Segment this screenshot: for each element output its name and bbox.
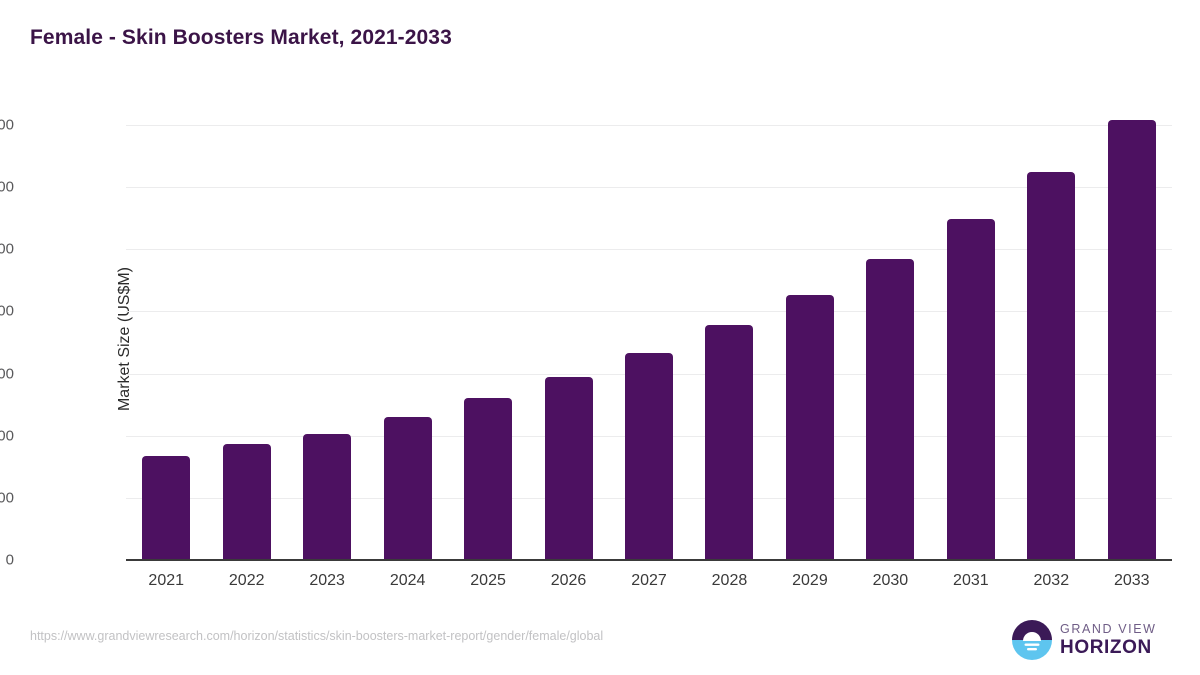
y-tick-label: 500 xyxy=(0,489,14,507)
bar[interactable] xyxy=(1107,120,1156,560)
bar[interactable] xyxy=(705,325,754,560)
bar[interactable] xyxy=(544,377,593,560)
x-tick-label: 2029 xyxy=(792,572,828,589)
logo-line-grand-view: GRAND VIEW xyxy=(1060,622,1157,636)
x-tick-label: 2024 xyxy=(389,572,426,589)
plot-area xyxy=(126,100,1172,560)
bar[interactable] xyxy=(383,417,432,560)
page-title: Female - Skin Boosters Market, 2021-2033 xyxy=(30,26,452,49)
y-tick-label: 3000 xyxy=(0,178,14,196)
y-tick-label: 1500 xyxy=(0,365,14,382)
x-tick-label: 2031 xyxy=(953,572,989,589)
x-tick-label: 2023 xyxy=(309,572,345,589)
x-tick-label: 2026 xyxy=(550,572,587,589)
x-tick-label: 2022 xyxy=(228,572,265,589)
bar[interactable] xyxy=(625,353,673,560)
x-tick-label: 2028 xyxy=(711,572,748,589)
grand-view-horizon-logo: GRAND VIEW HORIZON xyxy=(1012,617,1172,663)
x-tick-label: 2032 xyxy=(1033,572,1070,589)
gridline xyxy=(126,187,1172,189)
bar[interactable] xyxy=(1027,172,1076,560)
y-tick-label: 1000 xyxy=(0,427,14,445)
logo-wordmark: GRAND VIEW HORIZON xyxy=(1060,622,1172,658)
bar[interactable] xyxy=(222,443,271,560)
y-tick-label: 3500 xyxy=(0,116,14,134)
bar[interactable] xyxy=(785,294,834,560)
bar[interactable] xyxy=(303,434,352,560)
y-tick-label: 0 xyxy=(5,551,14,569)
x-tick-label: 2021 xyxy=(148,572,185,589)
y-tick-label: 2500 xyxy=(0,240,14,258)
bar[interactable] xyxy=(142,455,191,560)
gridline xyxy=(126,124,1172,126)
grand-view-horizon-sun-icon xyxy=(1012,620,1052,660)
gridline xyxy=(126,311,1172,313)
x-axis-line xyxy=(126,559,1172,561)
x-tick-label: 2025 xyxy=(470,572,506,589)
source-url-text: https://www.grandviewresearch.com/horizo… xyxy=(30,629,604,643)
x-tick-label: 2030 xyxy=(872,572,909,589)
gridline xyxy=(126,249,1172,251)
bar[interactable] xyxy=(464,398,513,560)
bar[interactable] xyxy=(946,218,995,560)
bar[interactable] xyxy=(866,259,915,560)
logo-line-horizon: HORIZON xyxy=(1060,637,1152,658)
x-tick-label: 2033 xyxy=(1113,572,1150,589)
y-tick-label: 2000 xyxy=(0,302,14,320)
x-tick-label: 2027 xyxy=(631,572,667,589)
